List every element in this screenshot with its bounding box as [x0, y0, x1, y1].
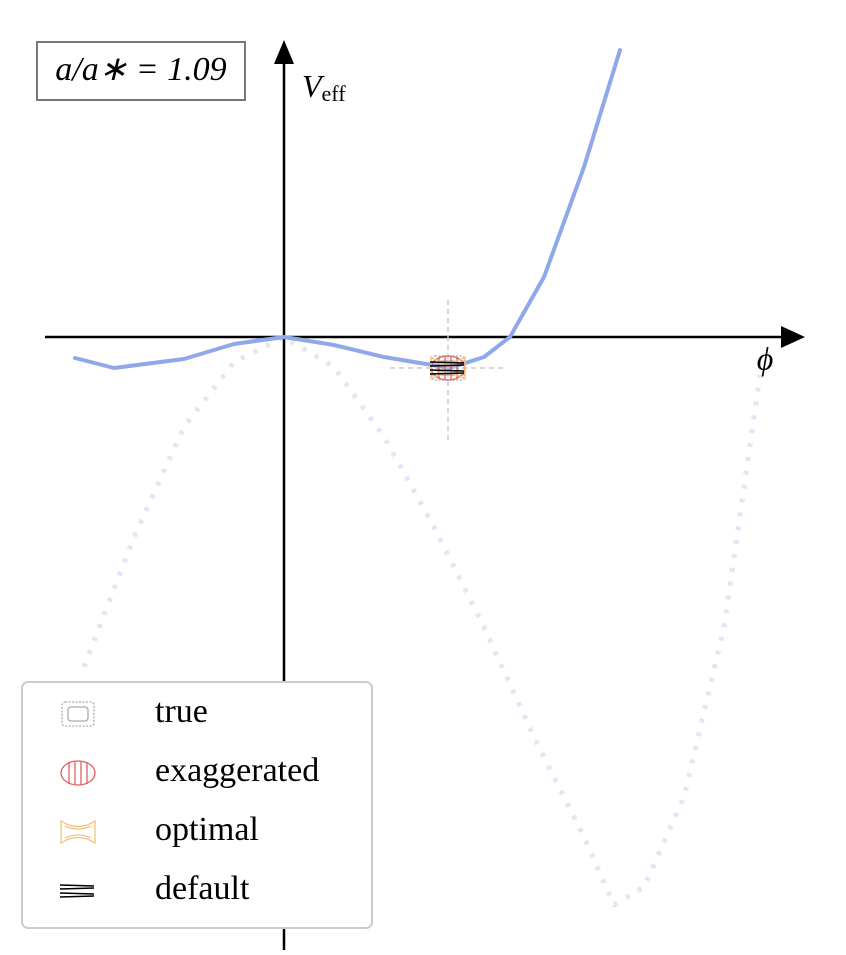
icon-line	[59, 892, 95, 895]
icon-outer	[431, 355, 465, 381]
x-axis-label: ϕ	[757, 340, 774, 376]
marker-1	[60, 760, 96, 786]
y-axis-label-sub: eff	[322, 81, 347, 106]
icon-bow	[60, 819, 96, 845]
icon-outer	[60, 760, 96, 786]
marker-3	[429, 361, 465, 375]
legend-label: true	[155, 693, 208, 730]
x-arrow	[781, 326, 805, 348]
icon-inner	[67, 706, 89, 722]
icon-line	[59, 884, 95, 887]
icon-line	[429, 364, 465, 367]
marker-0	[61, 701, 95, 727]
curve	[81, 334, 763, 908]
marker-2	[60, 819, 96, 845]
icon-line	[429, 372, 465, 375]
icon-outer	[61, 701, 95, 727]
icon-line	[429, 361, 465, 364]
legend-label: exaggerated	[155, 752, 319, 789]
icon-line	[59, 887, 95, 890]
legend: true exaggerated optimal default	[21, 681, 373, 929]
legend-label: optimal	[155, 811, 259, 848]
plot-area	[45, 40, 805, 950]
curve	[73, 48, 622, 370]
y-arrow	[274, 40, 294, 64]
annotation: a/a∗ = 1.09	[55, 51, 226, 88]
y-axis-label: Veff	[302, 68, 346, 106]
marker-0	[431, 355, 465, 381]
annotation-box: a/a∗ = 1.09	[36, 41, 246, 101]
icon-line	[429, 369, 465, 372]
icon-inner	[437, 360, 459, 376]
marker-3	[59, 884, 95, 898]
icon-line	[59, 895, 95, 898]
icon-bow-inner	[64, 825, 92, 839]
y-axis-label-main: V	[302, 68, 325, 104]
legend-label: default	[155, 870, 250, 907]
